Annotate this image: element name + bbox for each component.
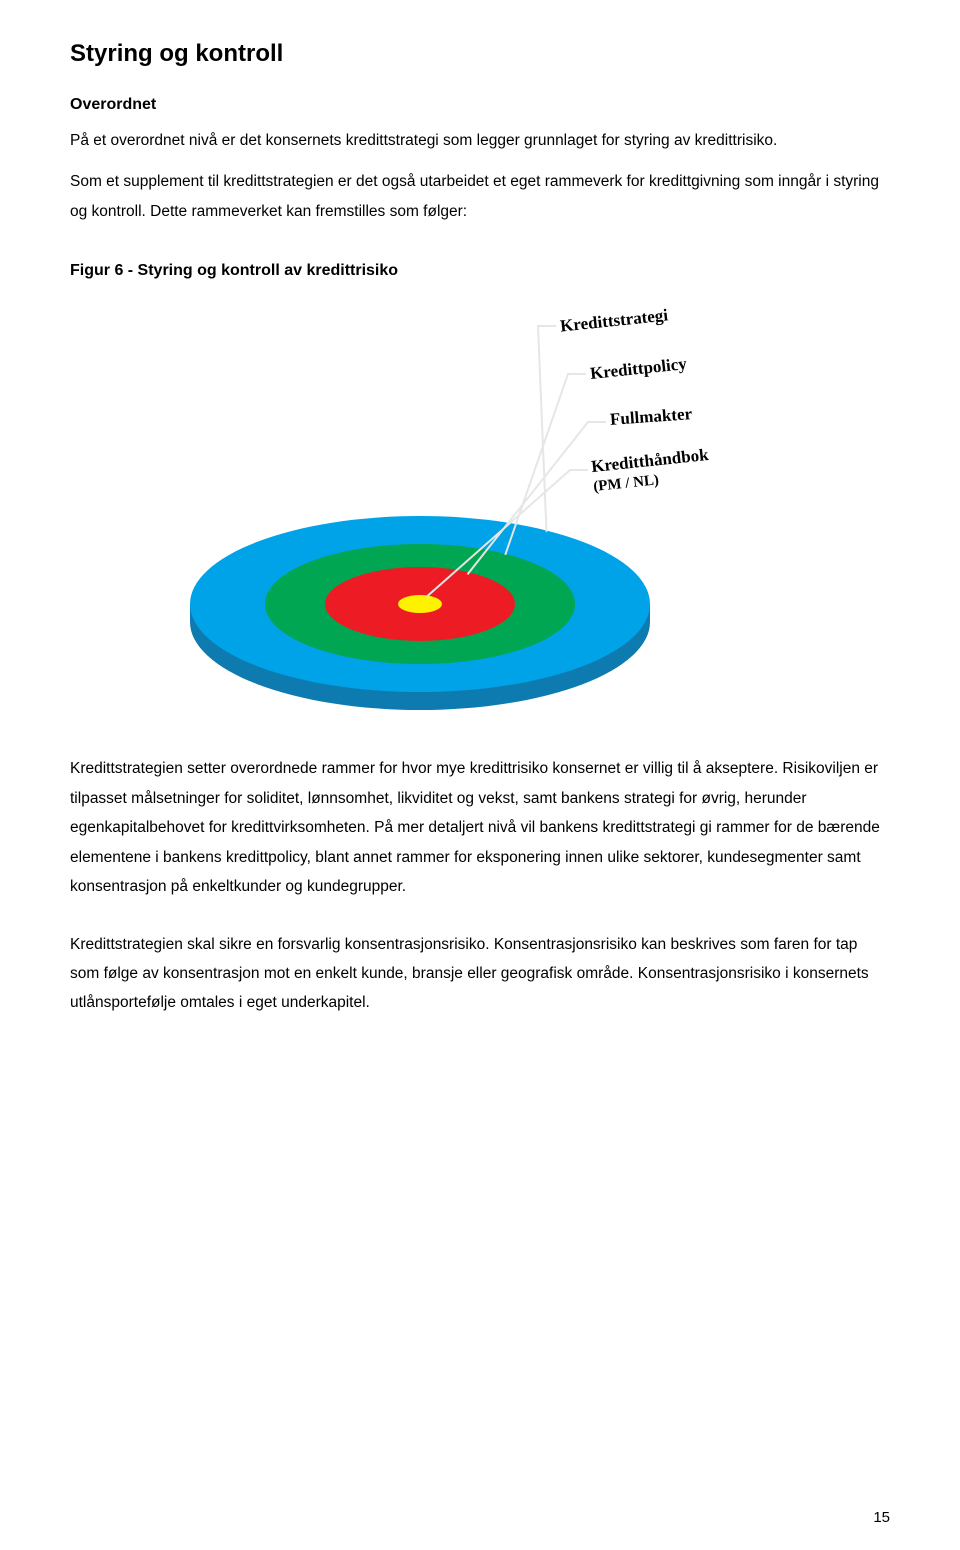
pointer-line-1 bbox=[538, 326, 556, 532]
target-diagram: Kredittstrategi Kredittpolicy Fullmakter… bbox=[160, 304, 800, 724]
target-diagram-svg bbox=[160, 304, 800, 724]
body-paragraph-1: Kredittstrategien setter overordnede ram… bbox=[70, 754, 890, 901]
page-number: 15 bbox=[873, 1509, 890, 1526]
ring-center bbox=[398, 595, 442, 613]
body-paragraph-2: Kredittstrategien skal sikre en forsvarl… bbox=[70, 930, 890, 1018]
intro-paragraph-2: Som et supplement til kredittstrategien … bbox=[70, 167, 890, 226]
figure-caption: Figur 6 - Styring og kontroll av kreditt… bbox=[70, 262, 890, 280]
intro-paragraph-1: På et overordnet nivå er det konsernets … bbox=[70, 126, 890, 155]
section-subheading: Overordnet bbox=[70, 96, 890, 114]
page-title: Styring og kontroll bbox=[70, 40, 890, 68]
